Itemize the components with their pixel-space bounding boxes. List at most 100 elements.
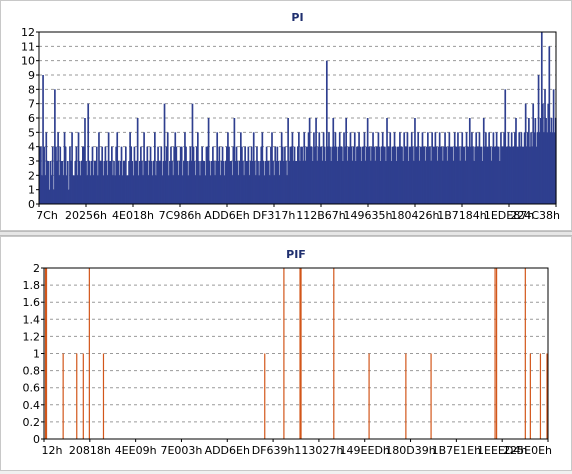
pi-bar [50, 175, 53, 204]
pi-bar [515, 118, 517, 204]
pi-bar [201, 146, 203, 204]
pi-bar [370, 161, 372, 204]
pi-bar [178, 161, 181, 204]
pi-x-tick-label: 1B7184h [437, 209, 487, 222]
pi-bar [70, 161, 72, 204]
pi-bar [281, 146, 284, 204]
pi-bar [180, 146, 183, 204]
pi-bar [442, 161, 444, 204]
pi-bar [246, 161, 249, 204]
pi-bar [287, 118, 289, 204]
pi-bar [156, 161, 158, 204]
pi-bar [202, 161, 205, 204]
pi-bar [66, 161, 69, 204]
pi-bar [431, 132, 433, 204]
pi-bar [219, 175, 222, 204]
pi-bar [377, 132, 380, 204]
pi-bar [151, 175, 154, 204]
pi-bar [415, 146, 417, 204]
panel-splitter[interactable] [0, 231, 572, 236]
pi-bar [270, 146, 272, 204]
pi-bar [312, 161, 314, 204]
pi-bar [116, 132, 119, 204]
pi-bar [316, 161, 318, 204]
pi-bar [260, 146, 263, 204]
pi-bar [81, 146, 84, 204]
pi-bar [493, 146, 496, 204]
pi-bar [465, 132, 468, 204]
pi-bar [138, 161, 141, 204]
pi-bar [406, 132, 409, 204]
pi-bar [188, 161, 191, 204]
pi-bar [243, 175, 245, 204]
pi-bar [47, 161, 50, 204]
pi-x-tick-label: 1EDE87h [484, 209, 534, 222]
pi-bar [417, 132, 420, 204]
pi-bar [346, 161, 349, 204]
pi-bar [337, 146, 340, 204]
pi-bar [318, 132, 321, 204]
pi-bar [402, 161, 404, 204]
pif-y-tick-label: 1 [33, 348, 40, 361]
pi-bar [322, 132, 325, 204]
pi-bar [213, 161, 215, 204]
pi-y-tick-label: 5 [28, 126, 35, 139]
pi-bar [504, 89, 507, 204]
pi-bar [183, 161, 185, 204]
pi-bar [409, 146, 412, 204]
pi-bar [145, 161, 148, 204]
pi-bar [403, 132, 406, 204]
pi-bar [454, 146, 457, 204]
pi-bar [163, 103, 166, 204]
pi-bar [471, 132, 473, 204]
pi-bar [530, 132, 532, 204]
pi-bar [487, 146, 489, 204]
pi-bar [84, 118, 86, 204]
pi-bar [388, 146, 390, 204]
pi-bar [248, 175, 251, 204]
pi-bar [422, 146, 425, 204]
pi-bar [436, 161, 439, 204]
pi-bar [386, 118, 388, 204]
pi-bar [247, 146, 250, 204]
pi-bar [390, 161, 393, 204]
pi-bar [251, 161, 254, 204]
pif-x-tick-label: 12h [42, 444, 63, 457]
pi-bar [83, 146, 85, 204]
pi-bar [303, 132, 306, 204]
pi-bar [496, 146, 499, 204]
pi-bar [364, 161, 367, 204]
pi-bar [215, 161, 217, 204]
pi-bar [457, 132, 459, 204]
pi-bar [310, 146, 313, 204]
pi-bar [220, 161, 223, 204]
pi-bar [43, 146, 45, 204]
pi-bar [57, 132, 59, 204]
pi-bar [470, 146, 472, 204]
pi-bar [68, 189, 70, 204]
pi-bar [519, 146, 522, 204]
pif-x-tick-label: 149EEDh [340, 444, 390, 457]
pi-bar [347, 146, 350, 204]
pi-bar [222, 161, 225, 204]
pi-bar [39, 146, 41, 204]
pi-bar [453, 132, 456, 204]
pi-bar [339, 146, 342, 204]
pi-bar [305, 146, 308, 204]
pi-bar [298, 132, 300, 204]
pi-bar [149, 146, 152, 204]
pi-bar [424, 161, 427, 204]
pi-bar [194, 175, 197, 204]
pi-bar [261, 132, 264, 204]
pi-bar [359, 146, 361, 204]
pi-bar [107, 132, 110, 204]
pi-y-tick-label: 2 [28, 169, 35, 182]
pi-bar [103, 161, 106, 204]
pif-x-tick-label: DF639h [252, 444, 295, 457]
pi-bar [229, 161, 231, 204]
pi-bar [502, 146, 504, 204]
pi-bar [187, 175, 190, 204]
pi-bar [352, 146, 355, 204]
pi-y-tick-label: 9 [28, 69, 35, 82]
pi-bar [295, 161, 298, 204]
